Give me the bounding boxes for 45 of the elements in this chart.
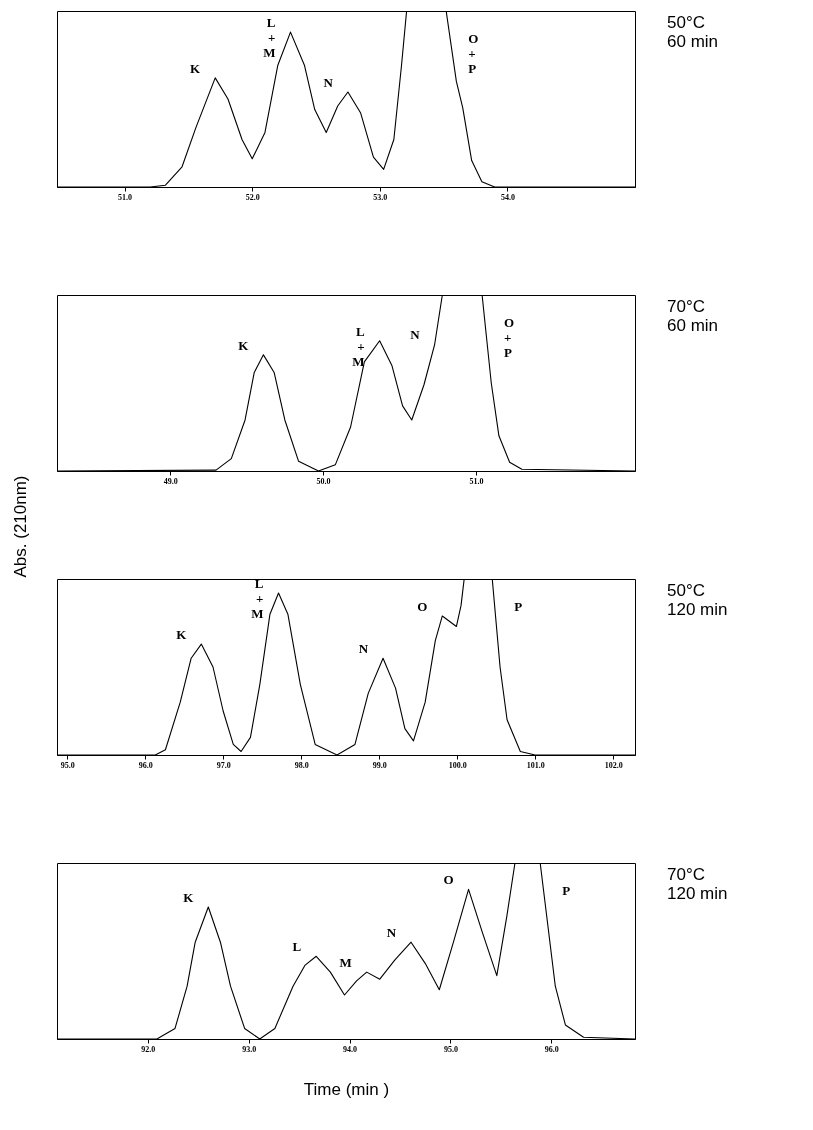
annotation: M — [339, 955, 352, 971]
x-tick-label: 50.0 — [316, 476, 331, 486]
x-tick-label: 101.0 — [526, 760, 545, 770]
annotation: L + M — [352, 323, 365, 369]
annotation: N — [323, 74, 334, 90]
annotation: N — [386, 925, 397, 941]
annotation: O + P — [468, 31, 479, 76]
text: 50°C 120 min — [667, 581, 728, 619]
annotation: O — [417, 598, 428, 614]
x-tick-label: 53.0 — [373, 192, 388, 202]
annotation: P — [562, 883, 571, 898]
x-tick-label: 92.0 — [141, 1044, 156, 1054]
annotation: L + M — [251, 576, 264, 622]
annotation: N — [358, 641, 369, 657]
annotation: L — [292, 939, 302, 955]
x-tick-label: 96.0 — [138, 760, 153, 770]
x-tick-label: 102.0 — [604, 760, 623, 770]
x-tick-label: 94.0 — [343, 1044, 358, 1054]
x-tick-label: 51.0 — [118, 192, 133, 202]
x-tick-label: 98.0 — [294, 760, 309, 770]
text: 70°C 60 min — [667, 297, 719, 335]
annotation: K — [176, 627, 188, 643]
y-axis-title: Abs. (210nm) — [10, 475, 30, 578]
x-tick-label: 54.0 — [500, 192, 515, 202]
x-tick-label: 100.0 — [448, 760, 467, 770]
x-tick-label: 96.0 — [544, 1044, 559, 1054]
x-tick-label: 95.0 — [443, 1044, 458, 1054]
annotation: K — [183, 890, 195, 905]
x-axis-title: Time (min ) — [303, 1079, 390, 1099]
annotation: P — [514, 599, 523, 614]
text: 50°C 60 min — [667, 13, 719, 51]
annotation: K — [238, 337, 250, 353]
annotation: O + P — [504, 315, 515, 360]
annotation: K — [190, 60, 202, 76]
text: 70°C 120 min — [667, 865, 728, 903]
x-tick-label: 52.0 — [245, 192, 260, 202]
x-tick-label: 99.0 — [372, 760, 387, 770]
x-tick-label: 97.0 — [216, 760, 231, 770]
x-tick-label: 51.0 — [469, 476, 484, 486]
annotation: N — [410, 327, 421, 343]
annotation: L + M — [263, 15, 276, 61]
annotation: O — [443, 872, 454, 888]
x-tick-label: 95.0 — [60, 760, 75, 770]
x-tick-label: 49.0 — [163, 476, 178, 486]
x-tick-label: 93.0 — [242, 1044, 257, 1054]
